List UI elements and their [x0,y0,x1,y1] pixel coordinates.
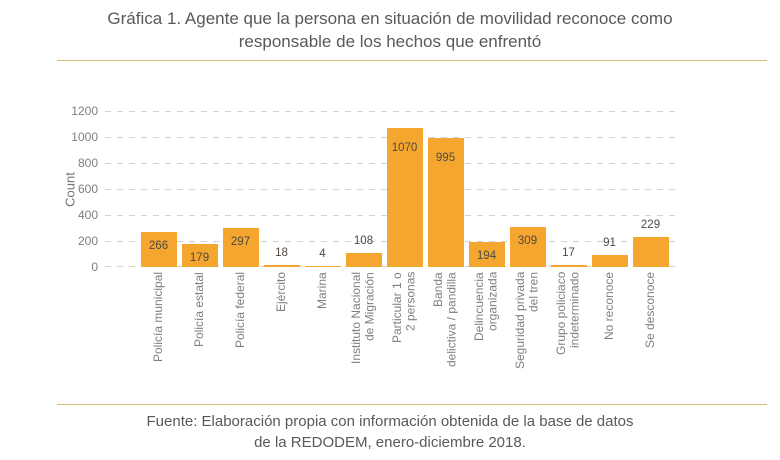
bar-value-label: 108 [353,235,374,247]
y-tick-label-1000: 1000 [71,130,98,144]
chart-title-line1: Gráfica 1. Agente que la persona en situ… [107,9,673,28]
source-note: Fuente: Elaboración propia con informaci… [0,411,780,453]
x-tick-label: Instituto Nacional de Migración [349,272,377,365]
x-tick-2: Policía federal [220,272,261,396]
x-tick-label: Particular 1 o 2 personas [390,272,418,343]
gridline-1200 [105,111,677,112]
bar-value-label: 297 [230,236,251,248]
y-tick-label-0: 0 [91,260,98,274]
y-tick-label-800: 800 [77,156,98,170]
x-tick-0: Policía municipal [138,272,179,396]
x-tick-label: Ejército [273,272,288,313]
bars-band: 266 179 297 18 4 108 1070 995 194 309 17 91 229 [138,111,671,267]
bar-slot: 108 [343,111,384,267]
bar-value-label: 1070 [391,142,418,154]
bar-value-label: 266 [148,240,169,252]
bar-slot: 266 [138,111,179,267]
bar-value-label: 17 [562,247,575,259]
bar-slot: 309 [507,111,548,267]
bar-value-label: 309 [517,235,538,247]
x-tick-label: Policía federal [232,272,247,349]
bar-slot: 1070 [384,111,425,267]
x-tick-9: Seguridad privada del tren [507,272,548,396]
bar-9 [509,227,546,267]
x-axis-labels: Policía municipal Policía estatal Policía … [138,272,671,396]
x-tick-label: Banda delictiva / pandilla [431,272,459,367]
bar-slot: 91 [589,111,630,267]
bar-4 [304,266,341,267]
x-tick-4: Marina [302,272,343,396]
bottom-divider [57,404,767,405]
x-tick-12: Se desconoce [630,272,671,396]
y-tick-label-600: 600 [77,182,98,196]
bar-3 [263,265,300,267]
bar-value-label: 4 [319,248,326,260]
bar-2 [222,228,259,267]
plot-area: 266 179 297 18 4 108 1070 995 194 309 17 91 229 [105,111,677,267]
bar-12 [632,237,669,267]
bar-slot: 229 [630,111,671,267]
x-tick-label: Policía estatal [191,272,206,347]
x-tick-1: Policía estatal [179,272,220,396]
bar-11 [591,255,628,267]
x-tick-6: Particular 1 o 2 personas [384,272,425,396]
bar-slot: 17 [548,111,589,267]
x-tick-label: Marina [314,272,329,309]
x-tick-10: Grupo policiaco indeterminado [548,272,589,396]
source-note-line1: Fuente: Elaboración propia con informaci… [146,413,634,430]
bar-slot: 4 [302,111,343,267]
bar-value-label: 179 [189,252,210,264]
top-divider [57,60,767,61]
x-tick-3: Ejército [261,272,302,396]
bar-value-label: 194 [476,250,497,262]
x-tick-5: Instituto Nacional de Migración [343,272,384,396]
bar-value-label: 995 [435,152,456,164]
bar-6 [386,128,423,267]
x-tick-label: Seguridad privada del tren [513,272,541,370]
bar-slot: 297 [220,111,261,267]
source-note-line2: de la REDODEM, enero-diciembre 2018. [254,434,526,451]
bar-5 [345,253,382,267]
bar-10 [550,265,587,267]
bar-slot: 995 [425,111,466,267]
x-tick-8: Delincuencia organizada [466,272,507,396]
bar-value-label: 18 [275,247,288,259]
x-tick-label: Policía municipal [150,272,165,363]
bar-1 [181,244,218,267]
y-tick-label-200: 200 [77,234,98,248]
bar-slot: 179 [179,111,220,267]
x-tick-label: Delincuencia organizada [472,272,500,341]
x-tick-label: No reconoce [601,272,616,341]
x-tick-label: Se desconoce [642,272,657,349]
bar-value-label: 91 [603,237,616,249]
chart-title-line2: responsable de los hechos que enfrentó [238,32,542,51]
x-tick-7: Banda delictiva / pandilla [425,272,466,396]
bar-7 [427,138,464,267]
bar-0 [140,232,177,267]
bar-8 [468,242,505,267]
bar-slot: 194 [466,111,507,267]
y-tick-label-400: 400 [77,208,98,222]
y-tick-label-1200: 1200 [71,104,98,118]
x-tick-11: No reconoce [589,272,630,396]
bar-slot: 18 [261,111,302,267]
bar-value-label: 229 [640,219,661,231]
x-tick-label: Grupo policiaco indeterminado [554,272,582,356]
page-title: Gráfica 1. Agente que la persona en situ… [0,7,780,53]
